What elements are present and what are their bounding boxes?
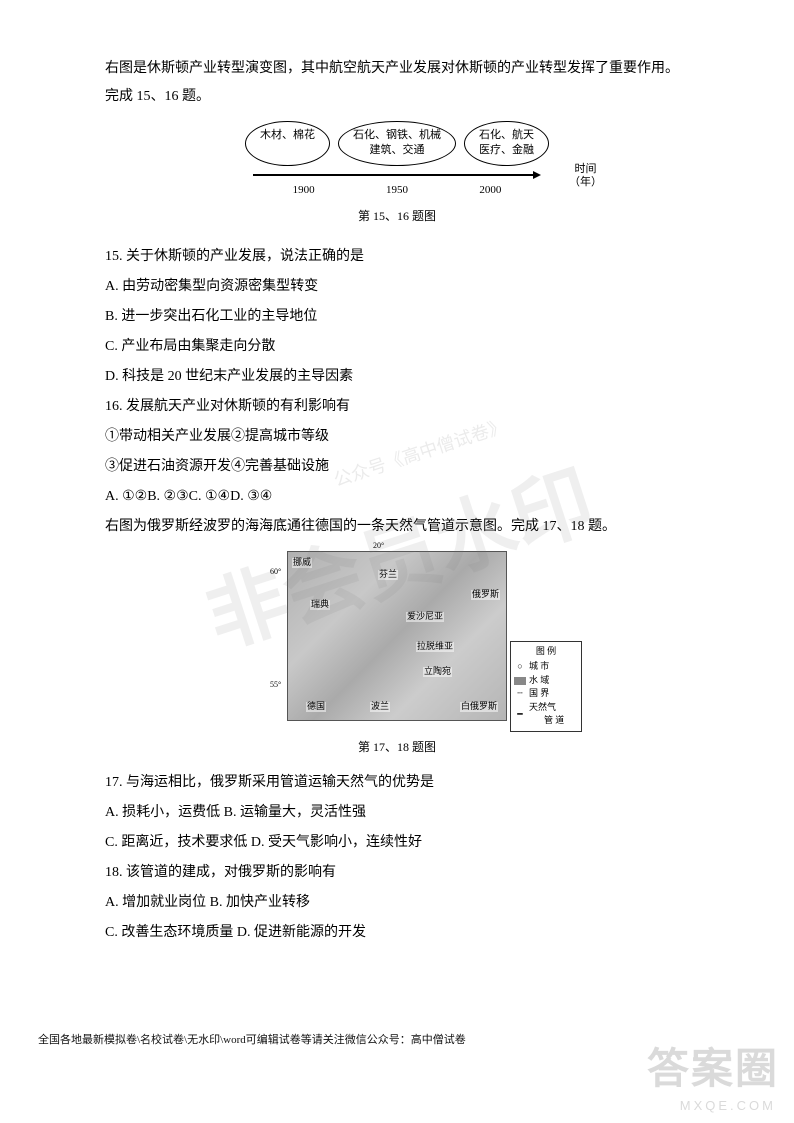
coord-60: 60°: [270, 567, 281, 577]
q17-cd: C. 距离近，技术要求低 D. 受天气影响小，连续性好: [105, 829, 689, 857]
q17-stem: 17. 与海运相比，俄罗斯采用管道运输天然气的优势是: [105, 769, 689, 797]
border-icon: ┄: [514, 687, 526, 701]
timeline-unit: 时间 （年）: [569, 163, 602, 189]
coord-top: 20°: [373, 541, 384, 551]
label-finland: 芬兰: [378, 570, 398, 580]
q15-c: C. 产业布局由集聚走向分散: [105, 333, 689, 361]
water-icon: [514, 677, 526, 685]
timeline-labels: 1900 1950 2000: [257, 179, 537, 201]
label-sweden: 瑞典: [310, 600, 330, 610]
q18-ab: A. 增加就业岗位 B. 加快产业转移: [105, 889, 689, 917]
map-caption: 第 17、18 题图: [105, 735, 689, 759]
timeline-bar: 时间 （年）: [227, 171, 567, 179]
label-germany: 德国: [306, 702, 326, 712]
page-footer: 全国各地最新模拟卷\名校试卷\无水印\word可编辑试卷等请关注微信公众号：高中…: [38, 1029, 466, 1051]
q16-stem: 16. 发展航天产业对休斯顿的有利影响有: [105, 393, 689, 421]
q18-cd: C. 改善生态环境质量 D. 促进新能源的开发: [105, 919, 689, 947]
pipe-icon: ━: [514, 708, 526, 722]
oval-1-text: 木材、棉花: [260, 129, 315, 141]
label-norway: 挪威: [292, 558, 312, 568]
q15-stem: 15. 关于休斯顿的产业发展，说法正确的是: [105, 243, 689, 271]
q15-a: A. 由劳动密集型向资源密集型转变: [105, 273, 689, 301]
diagram-1-caption: 第 15、16 题图: [105, 204, 689, 228]
label-lithuania: 立陶宛: [423, 667, 452, 677]
oval-2-line2: 建筑、交通: [370, 144, 425, 156]
oval-3: 石化、航天 医疗、金融: [464, 121, 549, 166]
year-1: 1900: [293, 179, 315, 201]
q16-items-2: ③促进石油资源开发④完善基础设施: [105, 453, 689, 481]
baltic-map: 20° 60° 55° 挪威 芬兰 瑞典 俄罗斯 爱沙尼亚 拉脱维亚 立陶宛 德…: [287, 551, 507, 721]
city-icon: ○: [514, 660, 526, 674]
year-2: 1950: [386, 179, 408, 201]
q16-items-1: ①带动相关产业发展②提高城市等级: [105, 423, 689, 451]
oval-1: 木材、棉花: [245, 121, 330, 166]
watermark-brand: 答案圈: [647, 1027, 779, 1111]
label-latvia: 拉脱维亚: [416, 642, 454, 652]
q16-options: A. ①②B. ②③C. ①④D. ③④: [105, 483, 689, 511]
oval-2-line1: 石化、钢铁、机械: [353, 129, 441, 141]
q17-ab: A. 损耗小，运费低 B. 运输量大，灵活性强: [105, 799, 689, 827]
intro-text-2: 右图为俄罗斯经波罗的海海底通往德国的一条天然气管道示意图。完成 17、18 题。: [105, 513, 689, 541]
label-poland: 波兰: [370, 702, 390, 712]
year-3: 2000: [479, 179, 501, 201]
legend-border: 国 界: [529, 687, 549, 701]
industry-diagram: 木材、棉花 石化、钢铁、机械 建筑、交通 石化、航天 医疗、金融 时间 （年） …: [105, 121, 689, 228]
q15-d: D. 科技是 20 世纪末产业发展的主导因素: [105, 363, 689, 391]
oval-2: 石化、钢铁、机械 建筑、交通: [338, 121, 456, 166]
legend-water: 水 域: [529, 674, 549, 688]
label-belarus: 白俄罗斯: [460, 702, 498, 712]
legend-city: 城 市: [529, 660, 549, 674]
intro-text-1: 右图是休斯顿产业转型演变图，其中航空航天产业发展对休斯顿的产业转型发挥了重要作用…: [105, 55, 689, 111]
map-container: 20° 60° 55° 挪威 芬兰 瑞典 俄罗斯 爱沙尼亚 拉脱维亚 立陶宛 德…: [105, 551, 689, 759]
q18-stem: 18. 该管道的建成，对俄罗斯的影响有: [105, 859, 689, 887]
label-russia: 俄罗斯: [471, 590, 500, 600]
legend-title: 图 例: [514, 645, 578, 659]
watermark-url: MXQE.COM: [680, 1093, 776, 1119]
q15-b: B. 进一步突出石化工业的主导地位: [105, 303, 689, 331]
oval-3-line2: 医疗、金融: [479, 144, 534, 156]
label-estonia: 爱沙尼亚: [406, 612, 444, 622]
oval-3-line1: 石化、航天: [479, 129, 534, 141]
coord-55: 55°: [270, 680, 281, 690]
map-legend: 图 例 ○城 市 水 域 ┄国 界 ━天然气管 道: [510, 641, 582, 732]
legend-pipe: 天然气管 道: [529, 701, 564, 728]
